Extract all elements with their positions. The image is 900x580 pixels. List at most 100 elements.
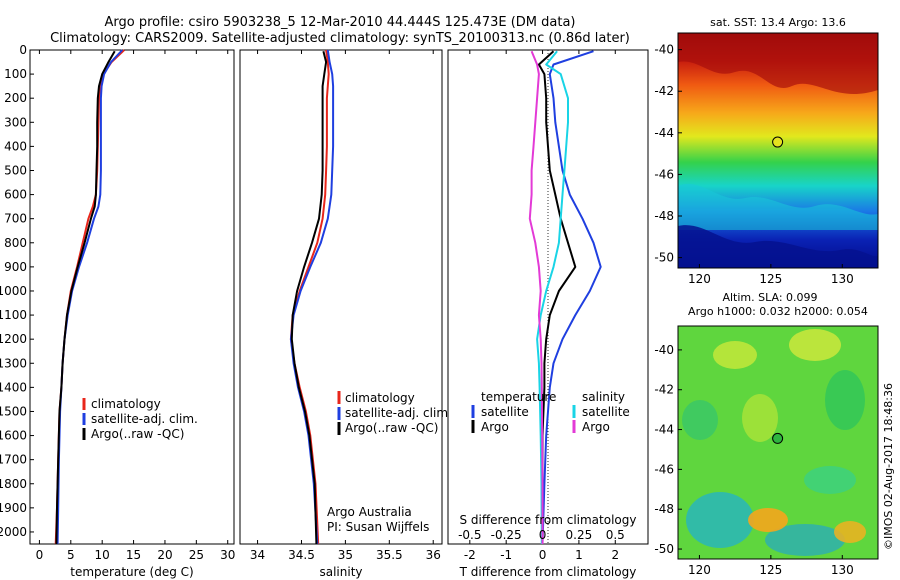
map-y-tick-label: -50 (654, 542, 674, 556)
x-tick-label: 15 (126, 548, 141, 562)
map-y-tick-label: -46 (654, 167, 674, 181)
map-x-tick-label: 120 (688, 272, 711, 286)
y-tick-label: 2000 (0, 525, 27, 539)
map-y-tick-label: -40 (654, 43, 674, 57)
x-tick-label: 20 (157, 548, 172, 562)
temperature-profile-lines (54, 49, 125, 545)
y-tick-label: 100 (4, 67, 27, 81)
salinity-legend: climatology satellite-adj. clim. Argo(..… (337, 391, 452, 435)
x-tick-label: -1 (500, 548, 512, 562)
legend-satellite-label: satellite-adj. clim. (91, 412, 198, 426)
y-tick-label: 800 (4, 236, 27, 250)
legend-argo-label: Argo(..raw -QC) (345, 421, 438, 435)
legend-sal-satellite-label: satellite (582, 405, 630, 419)
sla-blob (789, 329, 841, 361)
sla-blob (713, 341, 757, 369)
x-tick-label: 34.5 (288, 548, 315, 562)
sst-map-ticks: 120 125 130 -40 -42 -44 -46 -48 -50 (654, 43, 853, 286)
map-y-tick-label: -42 (654, 383, 674, 397)
map-y-tick-label: -44 (654, 126, 674, 140)
x-tick-label: 2 (611, 548, 619, 562)
s-tick-label: 0.5 (606, 528, 625, 542)
legend-temp-satellite-label: satellite (481, 405, 529, 419)
sla-blob (825, 370, 865, 430)
s-difference-tick-labels: -0.5 -0.25 0 0.25 0.5 (458, 528, 625, 542)
map-x-tick-label: 125 (759, 563, 782, 577)
y-tick-label: 900 (4, 260, 27, 274)
difference-legend: temperature salinity satellite Argo sate… (471, 390, 630, 434)
x-tick-label: 35 (338, 548, 353, 562)
sla-blob (682, 400, 718, 440)
map-y-tick-label: -42 (654, 84, 674, 98)
sla-map-ticks: 120 125 130 -40 -42 -44 -46 -48 -50 (654, 343, 853, 577)
s-tick-label: 0.25 (566, 528, 593, 542)
legend-sal-argo-label: Argo (582, 420, 610, 434)
sla-heatmap (678, 326, 878, 559)
sst-cold-band (678, 225, 878, 268)
x-tick-label: 0 (36, 548, 44, 562)
y-tick-label: 500 (4, 163, 27, 177)
y-tick-label: 1600 (0, 429, 27, 443)
legend-temp-argo-label: Argo (481, 420, 509, 434)
sla-blob (686, 492, 754, 548)
credit-text: ©IMOS 02-Aug-2017 18:48:36 (882, 383, 895, 550)
series-line-3 (528, 50, 544, 544)
argo-australia-note: Argo Australia (327, 505, 412, 519)
sst-map-panel: sat. SST: 13.4 Argo: 13.6 120 125 130 -40 -4… (654, 16, 879, 286)
salinity-axes-frame (239, 49, 443, 545)
y-tick-label: 1700 (0, 453, 27, 467)
salinity-panel: 34 34.5 35 35.5 36 salinity climatology sate… (239, 49, 452, 579)
x-tick-label: 35.5 (376, 548, 403, 562)
temperature-legend: climatology satellite-adj. clim. Argo(..… (82, 397, 198, 441)
series-line-1 (537, 50, 577, 544)
x-tick-label: 0 (539, 548, 547, 562)
x-tick-label: 1 (575, 548, 583, 562)
sla-blob (765, 524, 845, 556)
temperature-axes-frame (29, 49, 235, 545)
temperature-x-label: temperature (deg C) (70, 565, 193, 579)
s-tick-label: -0.5 (458, 528, 481, 542)
t-difference-label: T difference from climatology (459, 565, 637, 579)
map-y-tick-label: -48 (654, 209, 674, 223)
map-y-tick-label: -46 (654, 462, 674, 476)
y-tick-label: 1800 (0, 477, 27, 491)
legend-climatology-label: climatology (91, 397, 161, 411)
y-tick-label: 700 (4, 212, 27, 226)
series-line-2 (290, 50, 328, 545)
argo-location-marker (772, 136, 784, 148)
sla-map-panel: Altim. SLA: 0.099 Argo h1000: 0.032 h200… (654, 291, 879, 577)
y-tick-label: 1300 (0, 356, 27, 370)
x-tick-label: 10 (95, 548, 110, 562)
map-x-tick-label: 130 (831, 272, 854, 286)
sst-heatmap (678, 33, 878, 268)
map-x-tick-label: 125 (759, 272, 782, 286)
figure-title: Argo profile: csiro 5903238_5 12-Mar-201… (105, 15, 576, 30)
s-tick-label: -0.25 (491, 528, 522, 542)
legend-salinity-header: salinity (582, 390, 625, 404)
depth-y-ticks: 0 100 200 300 400 500 600 700 800 900 1000 1100 1200… (0, 43, 34, 539)
y-tick-label: 1900 (0, 501, 27, 515)
sla-blob (742, 394, 778, 442)
sla-blob (804, 466, 856, 494)
series-line-0 (541, 50, 602, 545)
x-tick-label: 30 (220, 548, 235, 562)
y-tick-label: 0 (19, 43, 27, 57)
s-tick-label: 0 (539, 528, 547, 542)
y-tick-label: 600 (4, 188, 27, 202)
argo-location-marker (772, 432, 784, 444)
legend-climatology-label: climatology (345, 391, 415, 405)
map-y-tick-label: -50 (654, 251, 674, 265)
pi-note: PI: Susan Wijffels (327, 520, 429, 534)
series-line-2 (536, 50, 569, 545)
sst-warm-band (678, 33, 878, 95)
x-tick-label: 25 (189, 548, 204, 562)
legend-temperature-header: temperature (481, 390, 556, 404)
sla-blob (748, 508, 788, 532)
y-tick-label: 300 (4, 115, 27, 129)
y-tick-label: 1000 (0, 284, 27, 298)
s-difference-label: S difference from climatology (460, 513, 637, 527)
series-line-2 (55, 50, 116, 545)
temperature-x-ticks: 0 5 10 15 20 25 30 (36, 50, 235, 562)
y-tick-label: 1200 (0, 332, 27, 346)
